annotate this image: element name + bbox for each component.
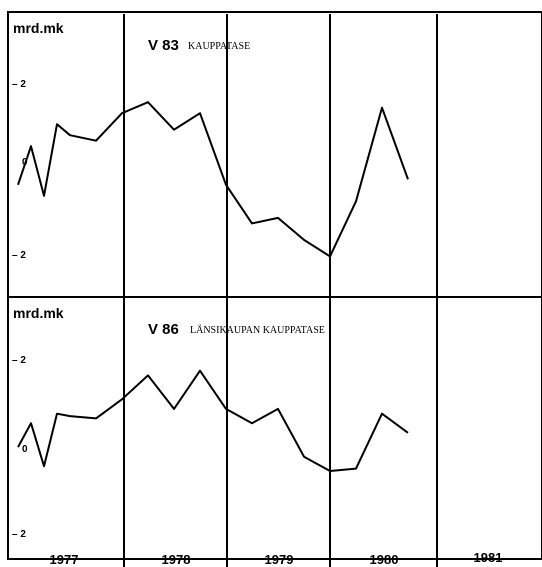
panel-top-frame bbox=[8, 12, 542, 297]
ytick-bottom-upper: – 2 bbox=[12, 355, 26, 366]
year-label: 1978 bbox=[162, 552, 191, 567]
ytick-top-lower: – 2 bbox=[12, 250, 26, 261]
year-label: 1981 bbox=[474, 550, 503, 565]
year-dividers bbox=[124, 14, 437, 567]
year-label: 1980 bbox=[370, 552, 399, 567]
chart-code-top: V 83 bbox=[148, 37, 179, 54]
unit-label-bottom: mrd.mk bbox=[13, 305, 64, 321]
chart-code-bottom: V 86 bbox=[148, 321, 179, 338]
series-line-top bbox=[18, 102, 408, 256]
year-label: 1979 bbox=[265, 552, 294, 567]
ytick-top-upper: – 2 bbox=[12, 79, 26, 90]
ytick-bottom-lower: – 2 bbox=[12, 529, 26, 540]
chart-title-top: KAUPPATASE bbox=[188, 41, 250, 52]
panel-bottom-frame bbox=[8, 297, 542, 559]
unit-label-top: mrd.mk bbox=[13, 20, 64, 36]
ytick-bottom-zero: 0 bbox=[22, 444, 28, 455]
series-line-bottom bbox=[18, 371, 408, 471]
chart-title-bottom: LÄNSIKAUPAN KAUPPATASE bbox=[190, 324, 325, 336]
year-label: 1977 bbox=[50, 552, 79, 567]
